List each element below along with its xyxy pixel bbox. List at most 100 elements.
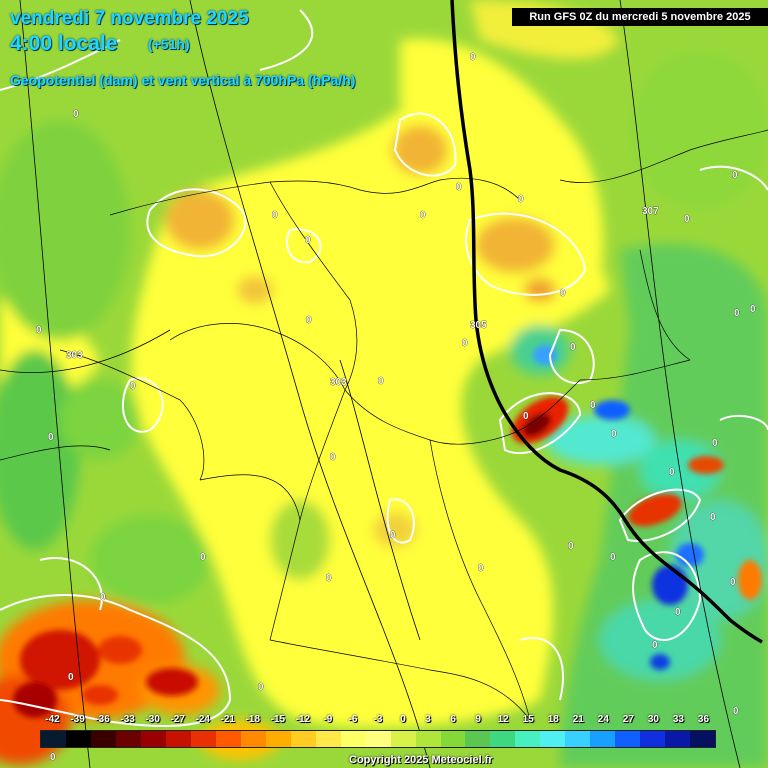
legend-swatch [690,731,716,747]
legend-swatch [315,731,341,747]
svg-text:0: 0 [712,438,718,449]
legend-tick-label: -36 [95,714,110,725]
legend-tick-label: -12 [295,714,311,725]
legend-swatch [340,731,366,747]
legend-tick-label: -21 [220,714,235,725]
svg-text:0: 0 [470,52,476,63]
legend-tick-label: -6 [348,714,358,725]
svg-text:0: 0 [611,429,617,440]
forecast-hour: 4:00 locale [10,32,118,55]
legend-tick-label: 27 [622,714,634,725]
svg-text:0: 0 [456,182,462,193]
svg-text:0: 0 [570,342,576,353]
legend-swatch [515,731,541,747]
legend-tick-label: -27 [170,714,185,725]
forecast-lead-time: (+51h) [148,36,190,52]
geopotential-label-303-west: 303 [66,350,83,361]
legend-swatch [290,731,316,747]
svg-text:0: 0 [734,308,740,319]
legend-swatch [115,731,141,747]
legend-tick-label: 36 [697,714,710,725]
legend-swatch [165,731,191,747]
legend-swatch [265,731,291,747]
svg-text:0: 0 [730,577,736,588]
geopotential-label-307: 307 [642,206,659,217]
zero-labels: 0 0 0 0 0 0 0 0 0 0 0 0 0 0 0 0 0 0 0 0 … [36,52,757,764]
legend-tick-label: -18 [245,714,261,725]
color-legend: -42 -39 -36 -33 -30 -27 -24 -21 -18 -15 -12 -9 -6 -3 0… [40,712,716,752]
legend-swatch [540,731,566,747]
run-info-banner: Run GFS 0Z du mercredi 5 novembre 2025 [512,8,768,26]
legend-tick-label: 0 [400,714,406,725]
legend-tick-label: -15 [270,714,286,725]
geopotential-label-305: 305 [470,320,487,331]
legend-tick-label: 3 [425,714,431,725]
legend-tick-label: -24 [195,714,210,725]
legend-tick-label: 18 [547,714,559,725]
legend-tick-label: 24 [597,714,609,725]
legend-tick-label: -30 [145,714,160,725]
copyright-text: Copyright 2025 Meteociel.fr [349,754,493,766]
svg-text:0: 0 [568,541,574,552]
svg-text:0: 0 [710,512,716,523]
zero-contours [0,9,768,727]
svg-text:0: 0 [68,672,74,683]
svg-text:0: 0 [518,194,524,205]
svg-text:0: 0 [560,288,566,299]
legend-swatch [465,731,491,747]
svg-text:0: 0 [306,315,312,326]
geopotential-label-303-center: 303 [330,377,347,388]
legend-swatch [365,731,391,747]
svg-text:0: 0 [100,592,106,603]
svg-text:0: 0 [478,563,484,574]
legend-swatch [65,731,91,747]
front-line [450,0,763,644]
convective-cells [13,345,762,718]
legend-tick-label: 9 [475,714,481,725]
legend-tick-label: 6 [450,714,456,725]
svg-text:0: 0 [750,304,756,315]
legend-swatch [215,731,241,747]
legend-swatch [240,731,266,747]
legend-tick-label: 30 [647,714,659,725]
legend-tick-label: -9 [323,714,333,725]
legend-tick-label: -39 [70,714,85,725]
svg-text:0: 0 [200,552,206,563]
legend-color-bar [40,730,716,748]
legend-swatch [90,731,116,747]
legend-tick-label: 12 [497,714,509,725]
legend-tick-label: 15 [522,714,534,725]
legend-swatch [590,731,616,747]
legend-swatch [390,731,416,747]
legend-swatch [565,731,591,747]
svg-text:0: 0 [523,411,529,422]
svg-text:0: 0 [733,706,739,717]
legend-tick-label: 33 [672,714,684,725]
svg-text:0: 0 [50,752,56,763]
svg-text:0: 0 [610,552,616,563]
svg-text:0: 0 [684,214,690,225]
svg-text:0: 0 [73,109,79,120]
svg-text:0: 0 [675,607,681,618]
svg-text:0: 0 [732,170,738,181]
legend-swatch [440,731,466,747]
legend-tick-label: -42 [45,714,60,725]
map-title: Geopotentiel (dam) et vent vertical à 70… [10,72,356,88]
svg-text:0: 0 [390,530,396,541]
svg-text:0: 0 [48,432,54,443]
svg-text:0: 0 [378,376,384,387]
svg-text:0: 0 [272,210,278,221]
legend-swatch [665,731,691,747]
svg-text:0: 0 [130,381,136,392]
svg-text:0: 0 [420,210,426,221]
svg-text:0: 0 [590,400,596,411]
legend-tick-label: -3 [373,714,383,725]
svg-text:0: 0 [326,573,332,584]
legend-swatch [490,731,516,747]
legend-swatch [190,731,216,747]
legend-tick-label: -33 [120,714,135,725]
svg-text:0: 0 [305,235,311,246]
svg-text:0: 0 [330,452,336,463]
